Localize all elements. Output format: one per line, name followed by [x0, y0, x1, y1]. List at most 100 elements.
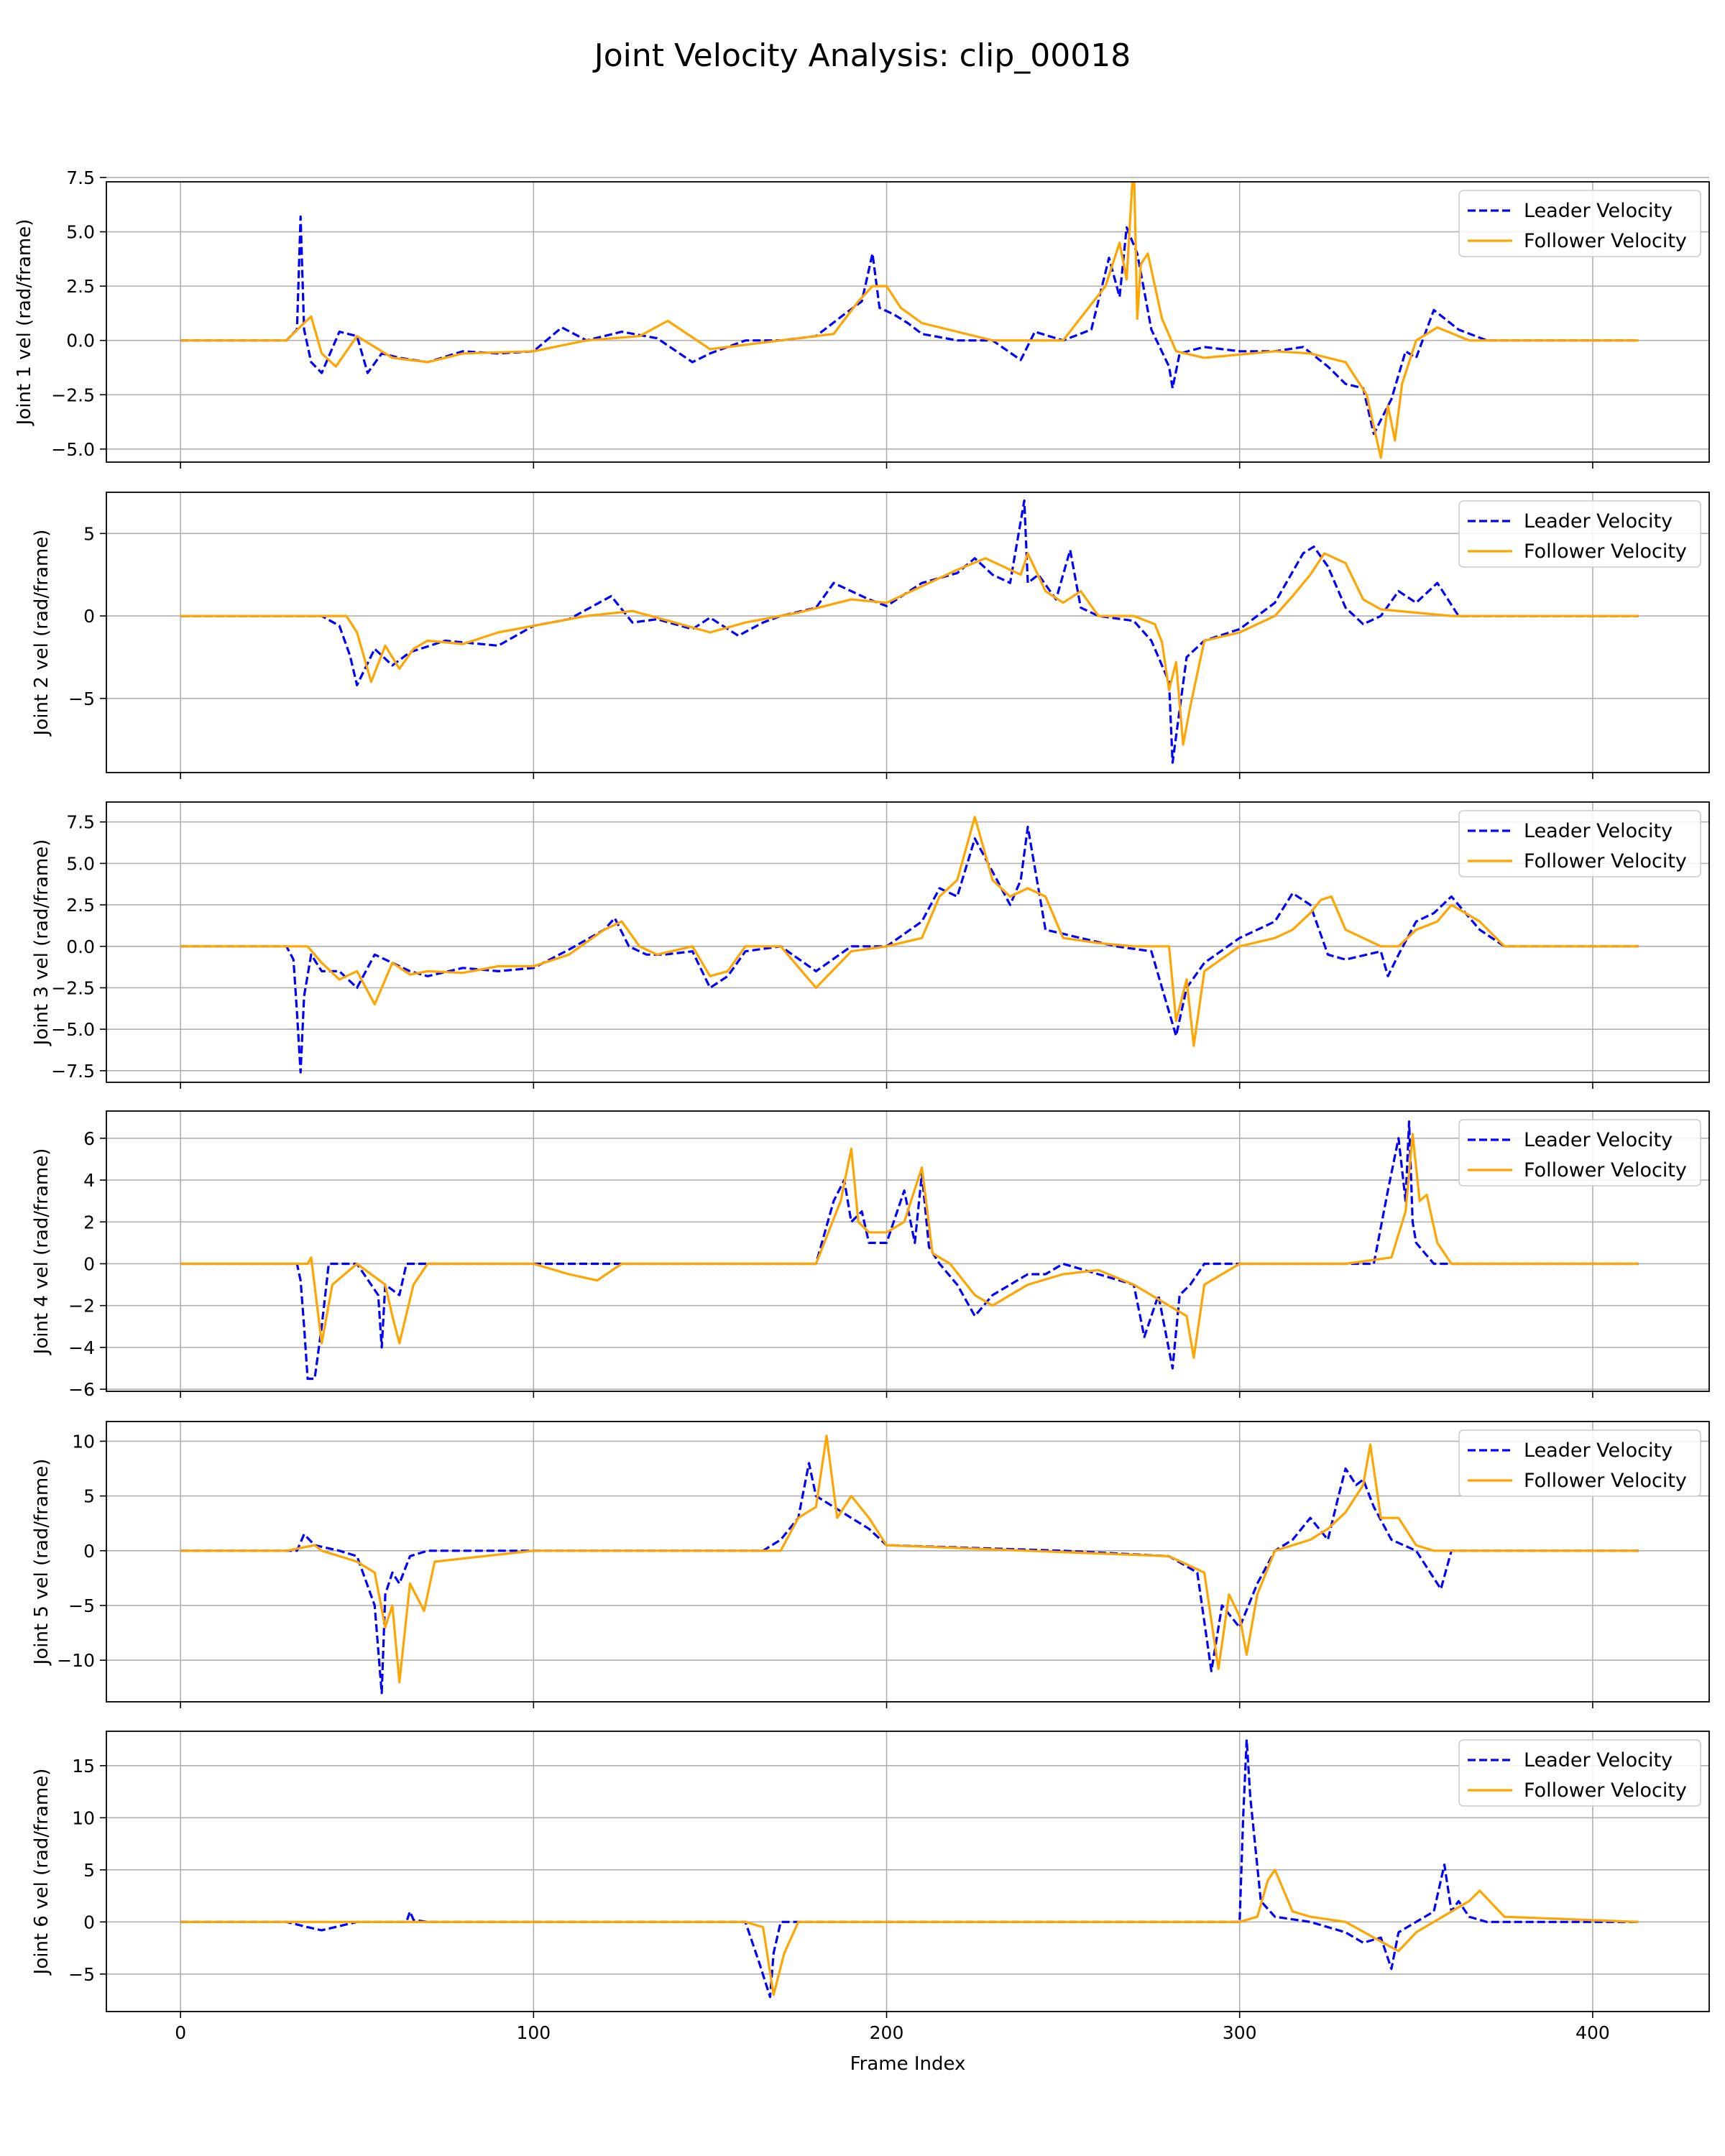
follower-velocity-line: [180, 816, 1639, 1047]
plot-area: [180, 1120, 1639, 1381]
axes-frame: [106, 492, 1710, 773]
legend-follower-label: Follower Velocity: [1524, 230, 1687, 252]
legend-box: [1458, 810, 1701, 877]
y-tick-label: −5.0: [51, 1019, 95, 1040]
y-tick-label: 7.5: [66, 167, 95, 188]
y-tick-label: 5.0: [66, 222, 95, 243]
leader-velocity-line: [180, 1738, 1639, 1999]
legend-box: [1458, 500, 1701, 568]
y-axis-label: Joint 1 vel (rad/frame): [14, 219, 35, 427]
x-tick-label: 100: [516, 2022, 551, 2043]
legend-leader-label: Leader Velocity: [1524, 1749, 1673, 1772]
x-tick-label: 200: [870, 2022, 904, 2043]
y-tick-label: 15: [72, 1756, 95, 1777]
y-tick-label: −2.5: [51, 977, 95, 998]
y-axis-label: Joint 5 vel (rad/frame): [31, 1459, 52, 1667]
legend: Leader Velocity Follower Velocity: [1458, 1739, 1701, 1807]
y-axis-label: Joint 2 vel (rad/frame): [31, 530, 52, 737]
y-tick-label: 6: [83, 1128, 95, 1149]
legend: Leader Velocity Follower Velocity: [1458, 1429, 1701, 1497]
legend-follower-label: Follower Velocity: [1524, 540, 1687, 563]
y-tick-label: 0: [83, 1912, 95, 1932]
y-tick-label: 4: [83, 1170, 95, 1191]
y-tick-label: 0.0: [66, 936, 95, 957]
legend-box: [1458, 190, 1701, 257]
legend-leader-label: Leader Velocity: [1524, 820, 1673, 842]
axes-frame: [106, 181, 1710, 463]
legend-box: [1458, 1429, 1701, 1497]
legend-leader-label: Leader Velocity: [1524, 510, 1673, 533]
y-tick-label: 0.0: [66, 331, 95, 351]
legend-follower-label: Follower Velocity: [1524, 1779, 1687, 1802]
y-tick-label: 10: [72, 1431, 95, 1452]
plot-area: [180, 1434, 1639, 1695]
y-axis-label: Joint 6 vel (rad/frame): [31, 1769, 52, 1976]
figure-title: Joint Velocity Analysis: clip_00018: [592, 37, 1131, 74]
legend: Leader Velocity Follower Velocity: [1458, 810, 1701, 877]
legend-follower-label: Follower Velocity: [1524, 850, 1687, 872]
y-tick-label: 5: [83, 523, 95, 544]
legend-leader-label: Leader Velocity: [1524, 1129, 1673, 1151]
y-tick-label: 0: [83, 1253, 95, 1274]
follower-velocity-line: [180, 182, 1639, 459]
y-tick-label: 0: [83, 1541, 95, 1562]
legend-box: [1458, 1739, 1701, 1807]
y-tick-label: 5: [83, 1486, 95, 1507]
y-tick-label: −7.5: [51, 1061, 95, 1082]
y-tick-label: −10: [57, 1650, 95, 1671]
follower-velocity-line: [180, 1434, 1639, 1684]
y-tick-label: −4: [68, 1337, 95, 1358]
legend-follower-label: Follower Velocity: [1524, 1159, 1687, 1181]
plot-area: [180, 182, 1639, 459]
x-tick-label: 400: [1576, 2022, 1610, 2043]
subplot-joint-1: −5.0 −2.5 0.0 2.5 5.0 7.5 Joint 1 vel (rad/fra…: [14, 167, 1710, 469]
subplot-joint-6: 0 100 200 300 400 −5 0 5 10 15 Joint 6 vel (rad/fr…: [31, 1731, 1710, 2043]
follower-velocity-line: [180, 1869, 1639, 1996]
y-tick-label: 2: [83, 1212, 95, 1233]
y-tick-label: 7.5: [66, 812, 95, 833]
y-tick-label: 10: [72, 1807, 95, 1828]
subplot-joint-5: −10 −5 0 5 10 Joint 5 vel (rad/frame) Leader V…: [31, 1421, 1710, 1708]
legend-box: [1458, 1119, 1701, 1187]
subplot-grid: −5.0 −2.5 0.0 2.5 5.0 7.5 Joint 1 vel (rad/fra…: [14, 167, 1710, 2043]
leader-velocity-line: [180, 215, 1639, 436]
legend-follower-label: Follower Velocity: [1524, 1470, 1687, 1492]
axes-frame: [106, 1731, 1710, 2012]
legend-leader-label: Leader Velocity: [1524, 1439, 1673, 1462]
x-axis-label: Frame Index: [850, 2053, 966, 2075]
y-tick-label: −5.0: [51, 439, 95, 460]
x-tick-label: 0: [175, 2022, 186, 2043]
y-tick-label: −5: [68, 1595, 95, 1616]
axes-frame: [106, 1421, 1710, 1703]
plot-area: [180, 499, 1639, 764]
legend-leader-label: Leader Velocity: [1524, 200, 1673, 222]
y-tick-label: 5.0: [66, 853, 95, 874]
follower-velocity-line: [180, 552, 1639, 746]
y-tick-label: −2: [68, 1296, 95, 1317]
axes-frame: [106, 801, 1710, 1083]
y-tick-label: 2.5: [66, 276, 95, 297]
subplot-joint-2: −5 0 5 Joint 2 vel (rad/frame) Leader Veloci…: [31, 492, 1710, 779]
y-tick-label: −2.5: [51, 384, 95, 405]
legend: Leader Velocity Follower Velocity: [1458, 1119, 1701, 1187]
y-tick-label: −5: [68, 688, 95, 709]
y-tick-label: 5: [83, 1860, 95, 1881]
y-tick-label: −6: [68, 1379, 95, 1400]
subplot-joint-4: −6 −4 −2 0 2 4 6 Joint 4 vel (rad/frame) Leader …: [31, 1110, 1710, 1400]
leader-velocity-line: [180, 825, 1639, 1074]
legend: Leader Velocity Follower Velocity: [1458, 190, 1701, 257]
plot-area: [180, 1738, 1639, 1999]
y-tick-label: 0: [83, 606, 95, 627]
y-tick-label: 2.5: [66, 895, 95, 916]
leader-velocity-line: [180, 1462, 1639, 1695]
axes-frame: [106, 1110, 1710, 1392]
legend: Leader Velocity Follower Velocity: [1458, 500, 1701, 568]
follower-velocity-line: [180, 1133, 1639, 1360]
subplot-joint-3: −7.5 −5.0 −2.5 0.0 2.5 5.0 7.5 Joint 3 vel (rad…: [31, 801, 1710, 1089]
plot-area: [180, 816, 1639, 1074]
y-tick-label: −5: [68, 1964, 95, 1985]
x-tick-label: 300: [1223, 2022, 1257, 2043]
y-axis-label: Joint 3 vel (rad/frame): [31, 839, 52, 1047]
